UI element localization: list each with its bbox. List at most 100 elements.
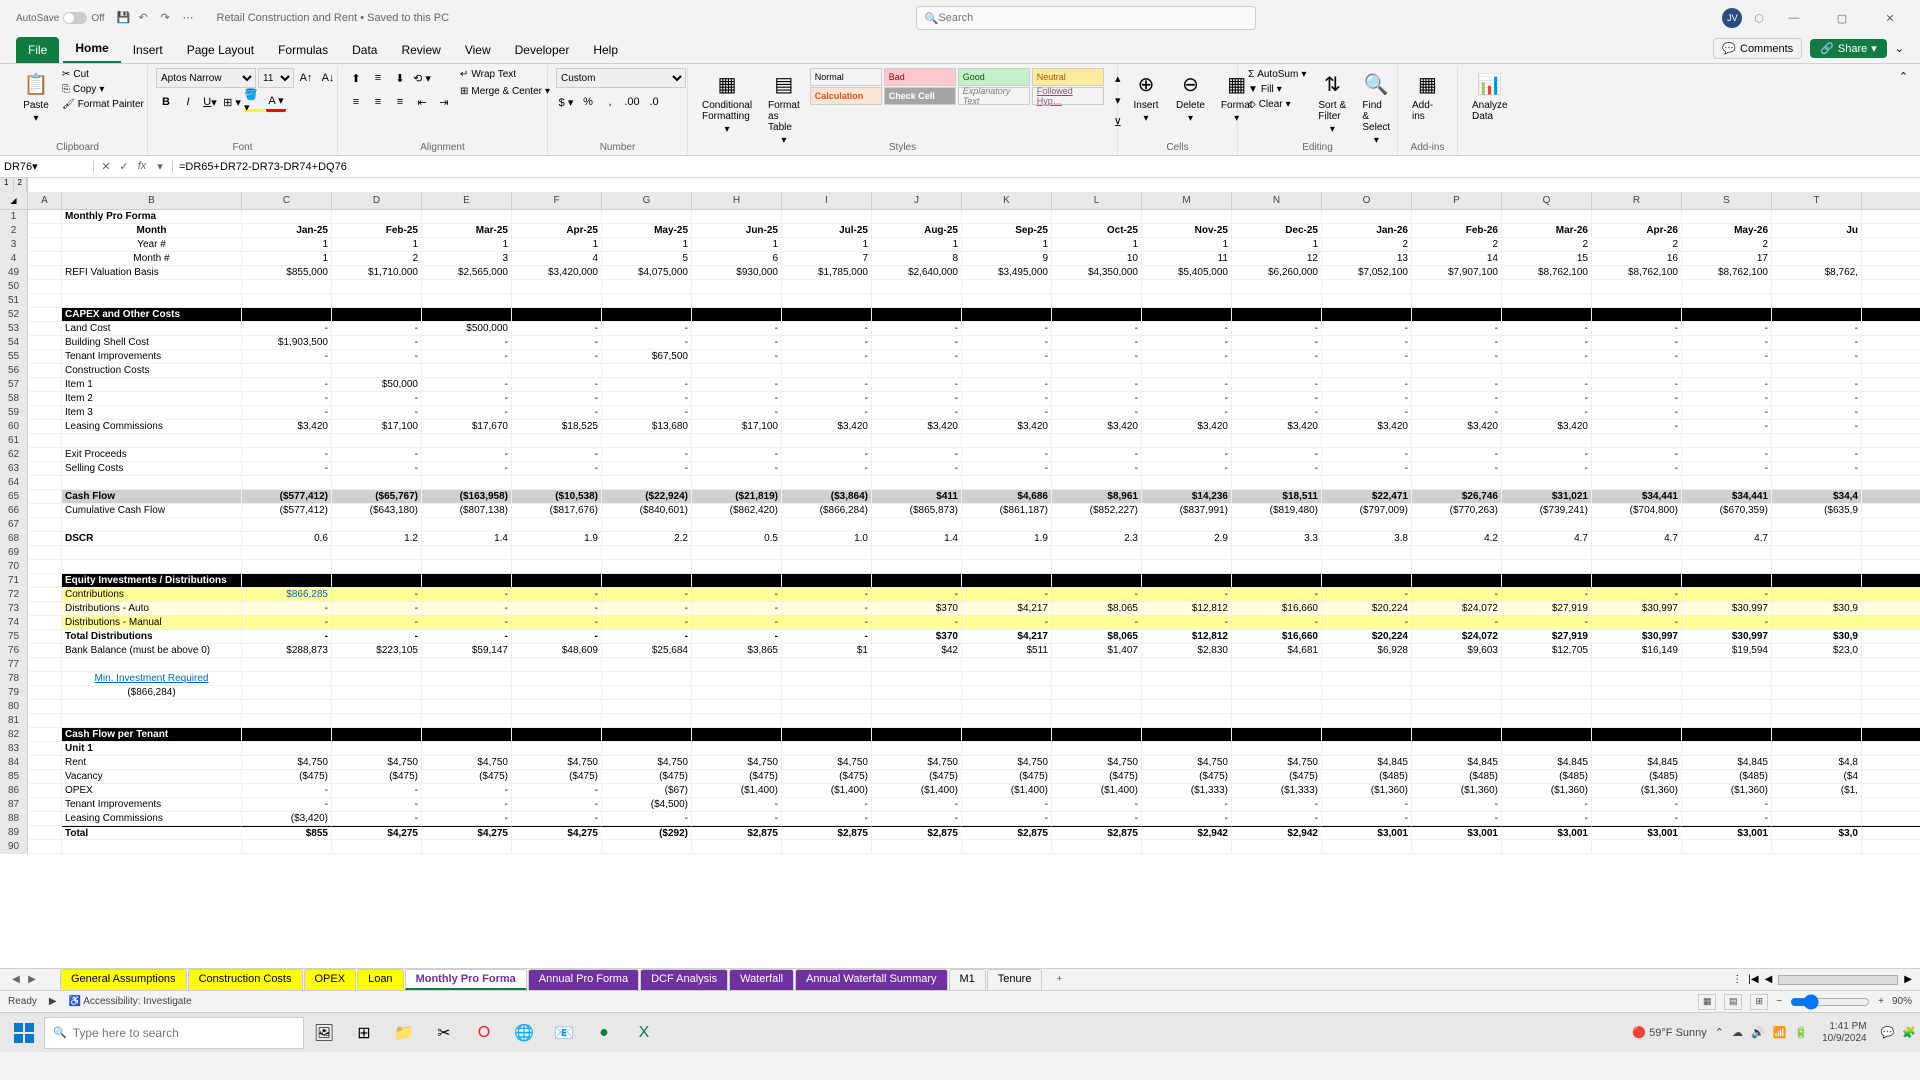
cell[interactable]: 1 [782, 238, 872, 252]
cell[interactable]: $4,845 [1682, 756, 1772, 770]
cell[interactable] [28, 448, 62, 462]
cell[interactable]: $4,075,000 [602, 266, 692, 280]
font-select[interactable]: Aptos Narrow [156, 68, 256, 88]
cell[interactable]: 16 [1592, 252, 1682, 266]
cell[interactable]: Dec-25 [1232, 224, 1322, 238]
cell[interactable]: ($485) [1592, 770, 1682, 784]
cell[interactable] [1772, 434, 1862, 448]
cell[interactable]: $50,000 [332, 378, 422, 392]
cell[interactable]: Distributions - Manual [62, 616, 242, 630]
formula-input[interactable] [173, 161, 1920, 173]
cell[interactable]: Unit 1 [62, 742, 242, 756]
cell[interactable]: - [1322, 462, 1412, 476]
cell[interactable]: - [602, 336, 692, 350]
cell[interactable] [1322, 658, 1412, 672]
cell[interactable] [1322, 840, 1412, 854]
cell[interactable]: 1.2 [332, 532, 422, 546]
cell[interactable]: 8 [872, 252, 962, 266]
increase-decimal-icon[interactable]: .00 [622, 92, 642, 112]
cell[interactable] [1772, 714, 1862, 728]
cell[interactable]: $4,275 [422, 826, 512, 840]
cell[interactable]: 2.9 [1142, 532, 1232, 546]
row-header-60[interactable]: 60 [0, 420, 28, 434]
cell[interactable] [1052, 280, 1142, 294]
cell[interactable] [1052, 574, 1142, 588]
cell[interactable]: 3 [422, 252, 512, 266]
cell[interactable]: $4,750 [692, 756, 782, 770]
cell[interactable]: ($840,601) [602, 504, 692, 518]
cell[interactable] [872, 546, 962, 560]
cell[interactable] [512, 700, 602, 714]
cell[interactable] [1592, 840, 1682, 854]
cell[interactable]: - [242, 378, 332, 392]
cell[interactable] [1682, 574, 1772, 588]
cell[interactable] [602, 364, 692, 378]
row-header-67[interactable]: 67 [0, 518, 28, 532]
fill-button[interactable]: ▼ Fill ▾ [1246, 83, 1308, 96]
cell[interactable] [1322, 476, 1412, 490]
cell[interactable] [782, 546, 872, 560]
cell[interactable]: - [1142, 336, 1232, 350]
cell[interactable]: - [1412, 336, 1502, 350]
cell[interactable]: 1.0 [782, 532, 872, 546]
cell[interactable] [28, 546, 62, 560]
cell[interactable]: ($475) [422, 770, 512, 784]
cell[interactable]: May-25 [602, 224, 692, 238]
cell[interactable] [422, 280, 512, 294]
cell[interactable] [422, 210, 512, 224]
cell[interactable]: - [872, 588, 962, 602]
cell[interactable] [1052, 728, 1142, 742]
cell[interactable] [962, 840, 1052, 854]
file-explorer-icon[interactable]: 📁 [384, 1017, 424, 1049]
cell[interactable]: $1,785,000 [782, 266, 872, 280]
cell[interactable] [28, 532, 62, 546]
cell[interactable] [512, 742, 602, 756]
cell[interactable]: 4.7 [1502, 532, 1592, 546]
cell[interactable] [782, 560, 872, 574]
cell[interactable]: 1.4 [422, 532, 512, 546]
cell[interactable] [692, 714, 782, 728]
cut-button[interactable]: ✂Cut [60, 68, 146, 81]
taskbar-search-input[interactable] [73, 1026, 295, 1040]
cell[interactable]: ($10,538) [512, 490, 602, 504]
cell[interactable] [1322, 546, 1412, 560]
cell[interactable] [1142, 686, 1232, 700]
cell[interactable]: 11 [1142, 252, 1232, 266]
cell[interactable] [1052, 742, 1142, 756]
cell[interactable] [1232, 560, 1322, 574]
copy-button[interactable]: ⎘Copy ▾ [60, 83, 146, 96]
row-header-68[interactable]: 68 [0, 532, 28, 546]
cell[interactable] [422, 434, 512, 448]
cell[interactable] [872, 714, 962, 728]
cell[interactable] [1142, 840, 1232, 854]
cell[interactable]: - [512, 602, 602, 616]
cell[interactable]: - [1592, 336, 1682, 350]
align-right-icon[interactable]: ≡ [390, 92, 410, 112]
cell[interactable] [602, 476, 692, 490]
cell[interactable] [422, 728, 512, 742]
cell[interactable]: - [1682, 462, 1772, 476]
cell[interactable] [602, 308, 692, 322]
cell[interactable]: - [782, 336, 872, 350]
cell[interactable] [28, 238, 62, 252]
cell[interactable]: $30,997 [1682, 602, 1772, 616]
cell[interactable] [1862, 504, 1920, 518]
cell[interactable] [1232, 714, 1322, 728]
cell[interactable]: - [872, 616, 962, 630]
cell[interactable]: Contributions [62, 588, 242, 602]
cell[interactable]: - [422, 336, 512, 350]
cell[interactable] [1862, 574, 1920, 588]
cell[interactable] [1862, 630, 1920, 644]
cell[interactable] [1322, 700, 1412, 714]
cell[interactable] [1772, 518, 1862, 532]
style-good[interactable]: Good [958, 68, 1030, 86]
cell[interactable] [692, 476, 782, 490]
cell[interactable] [782, 714, 872, 728]
cell[interactable]: $4,686 [962, 490, 1052, 504]
cell[interactable] [512, 364, 602, 378]
cell[interactable] [602, 280, 692, 294]
cell[interactable] [782, 308, 872, 322]
cell[interactable] [692, 518, 782, 532]
cell[interactable]: $8,961 [1052, 490, 1142, 504]
delete-cells-button[interactable]: ⊖Delete ▾ [1170, 68, 1211, 126]
